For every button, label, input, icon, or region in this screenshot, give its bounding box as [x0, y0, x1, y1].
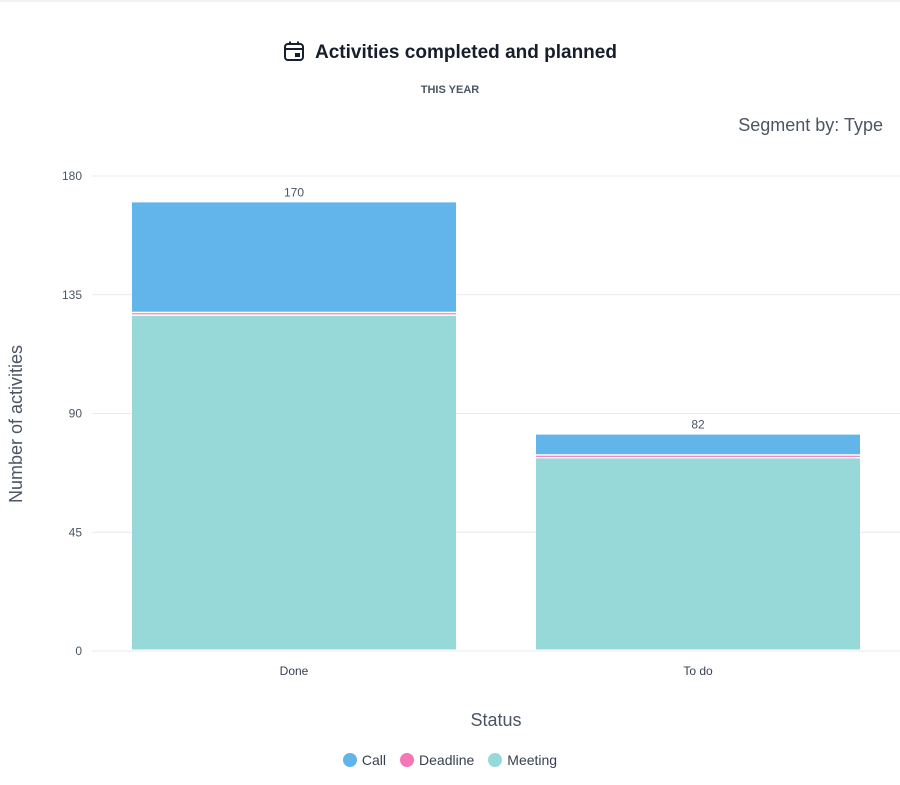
bar-segment-call: [536, 434, 860, 455]
bar-total-label: 82: [691, 418, 705, 432]
legend-dot-icon: [488, 753, 503, 767]
bar-segment-deadline: [536, 455, 860, 457]
bar-segment-meeting: [132, 315, 456, 650]
legend-label: Call: [361, 752, 387, 768]
y-tick-label: 45: [69, 525, 83, 539]
chart-subtitle: THIS YEAR: [420, 84, 480, 96]
bar-segment-deadline: [132, 313, 456, 315]
x-tick-label: Done: [280, 664, 309, 678]
bar-chart: 0 45 90 135 180 170 Done 82 To do Status Number of…: [6, 169, 900, 730]
legend-item-meeting[interactable]: Meeting: [488, 752, 557, 768]
y-tick-label: 90: [69, 407, 83, 421]
bar-segment-call: [132, 202, 456, 312]
legend-label: Meeting: [507, 752, 558, 768]
y-axis-title: Number of activities: [6, 345, 26, 503]
legend-dot-icon: [342, 753, 357, 767]
legend-item-call[interactable]: Call: [342, 752, 387, 768]
legend-label: Deadline: [419, 752, 475, 768]
calendar-icon: [284, 41, 305, 61]
x-tick-label: To do: [683, 664, 713, 678]
bar-total-label: 170: [284, 185, 304, 199]
chart-legend: Call Deadline Meeting: [0, 752, 900, 768]
y-tick-label: 135: [62, 288, 82, 302]
y-tick-label: 0: [75, 644, 82, 658]
bar-segment-meeting: [536, 458, 860, 650]
x-axis-title: Status: [470, 710, 521, 730]
legend-dot-icon: [400, 753, 415, 767]
chart-title: Activities completed and planned: [0, 40, 900, 64]
legend-item-deadline[interactable]: Deadline: [400, 752, 474, 768]
chart-title-text: Activities completed and planned: [315, 42, 617, 63]
top-divider: [0, 0, 900, 2]
segment-by-selector[interactable]: Segment by: Type: [738, 115, 883, 135]
y-tick-label: 180: [62, 169, 82, 183]
